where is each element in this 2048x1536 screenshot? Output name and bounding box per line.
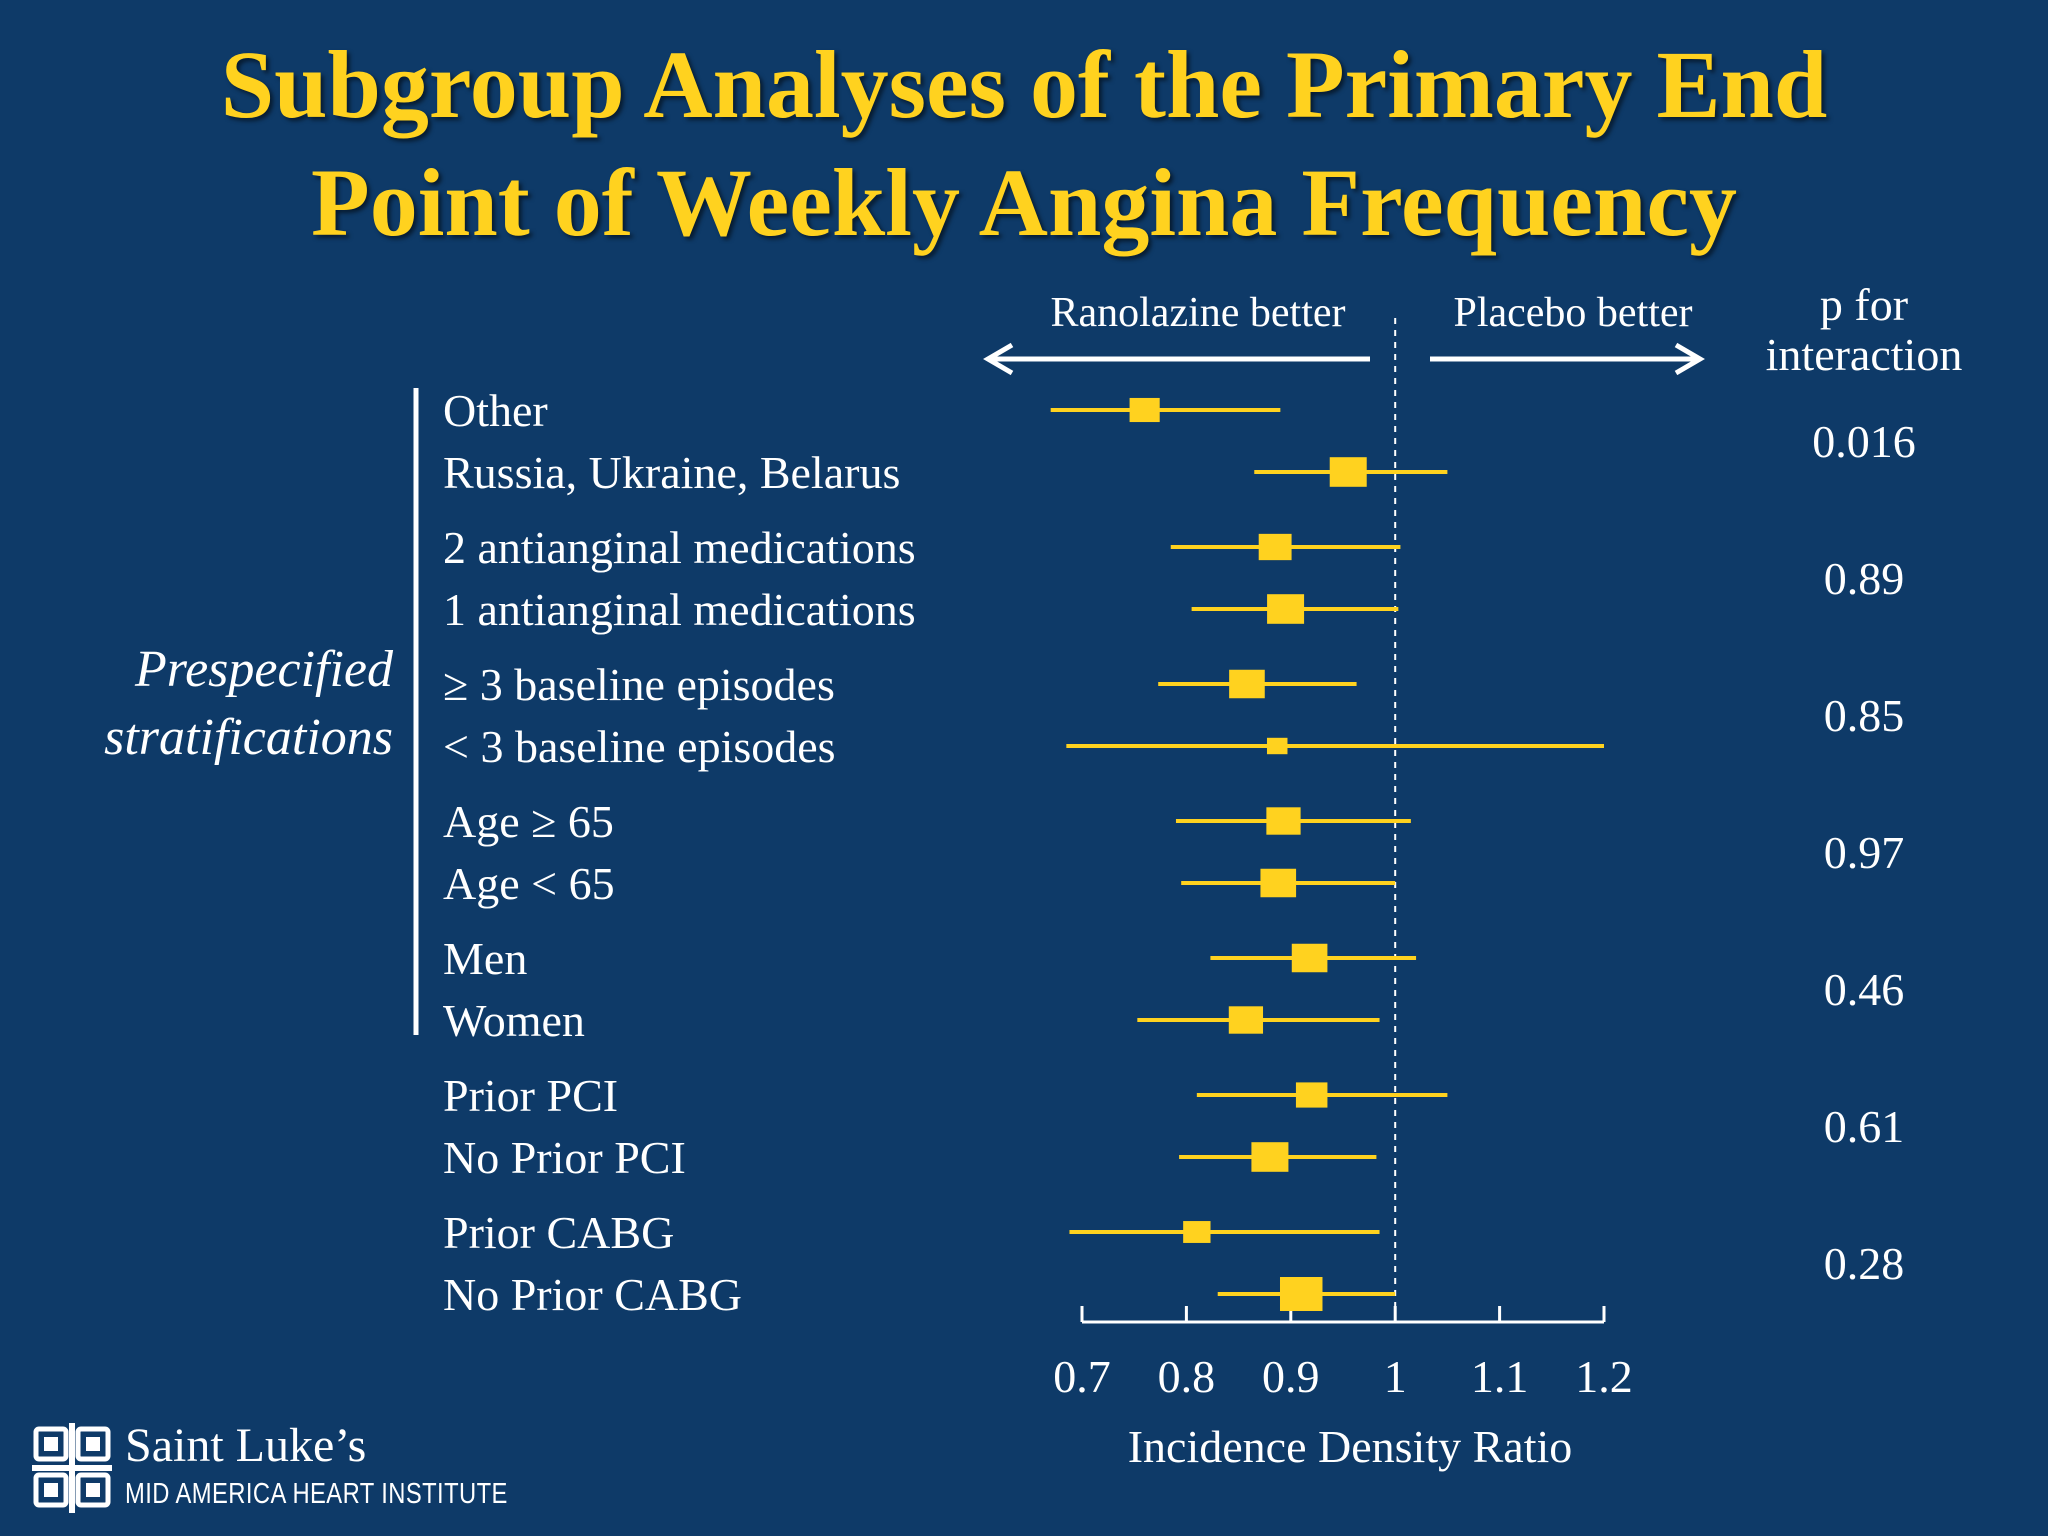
row-label: < 3 baseline episodes — [443, 721, 836, 772]
p-interaction-value: 0.28 — [1824, 1238, 1905, 1289]
logo-name: Saint Luke’s — [125, 1419, 367, 1472]
point-estimate — [1266, 737, 1288, 755]
p-interaction-value: 0.016 — [1812, 416, 1916, 467]
row-label: 2 antianginal medications — [443, 522, 916, 573]
x-tick-label: 0.9 — [1262, 1351, 1320, 1402]
point-estimate — [1251, 1142, 1289, 1172]
row-label: Age < 65 — [443, 858, 615, 909]
row-label: 1 antianginal medications — [443, 584, 916, 635]
point-estimate — [1260, 868, 1297, 898]
point-estimate — [1291, 943, 1328, 973]
x-tick-label: 1.2 — [1575, 1351, 1633, 1402]
point-estimate — [1279, 1277, 1323, 1311]
point-estimate — [1267, 594, 1305, 624]
row-label: Men — [443, 933, 527, 984]
point-estimate — [1183, 1221, 1211, 1243]
x-axis-label: Incidence Density Ratio — [1128, 1421, 1573, 1472]
placebo-better-label: Placebo better — [1453, 290, 1692, 336]
point-estimate — [1266, 807, 1301, 835]
p-header-line-2: interaction — [1766, 329, 1963, 380]
p-header-line-1: p for — [1820, 279, 1908, 330]
p-interaction-value: 0.46 — [1824, 964, 1905, 1015]
point-estimate — [1329, 457, 1367, 487]
point-estimate — [1228, 1006, 1264, 1034]
title-line-1: Subgroup Analyses of the Primary End — [220, 31, 1828, 138]
x-tick-label: 0.8 — [1158, 1351, 1216, 1402]
row-label: Prior CABG — [443, 1207, 674, 1258]
left-arrow-icon — [983, 342, 1370, 376]
row-label: Women — [443, 995, 585, 1046]
x-tick-label: 0.7 — [1053, 1351, 1111, 1402]
group-label-line-2: stratifications — [104, 709, 393, 766]
title-line-2: Point of Weekly Angina Frequency — [311, 149, 1737, 256]
logo-subtitle: MID AMERICA HEART INSTITUTE — [125, 1478, 508, 1510]
right-arrow-icon — [1430, 342, 1705, 376]
saint-lukes-logo-icon — [32, 1423, 112, 1513]
row-label: Russia, Ukraine, Belarus — [443, 447, 900, 498]
x-tick-label: 1.1 — [1471, 1351, 1529, 1402]
row-label: Other — [443, 385, 548, 436]
p-interaction-value: 0.85 — [1824, 690, 1905, 741]
p-interaction-value: 0.97 — [1824, 827, 1905, 878]
row-label: No Prior CABG — [443, 1269, 742, 1320]
point-estimate — [1258, 533, 1292, 561]
row-label: Age ≥ 65 — [443, 796, 614, 847]
ranolazine-better-label: Ranolazine better — [1050, 290, 1345, 336]
row-label: ≥ 3 baseline episodes — [443, 659, 835, 710]
point-estimate — [1129, 397, 1160, 423]
x-tick-label: 1 — [1384, 1351, 1407, 1402]
point-estimate — [1229, 669, 1265, 699]
point-estimate — [1295, 1082, 1328, 1108]
group-label-line-1: Prespecified — [134, 641, 394, 698]
row-label: No Prior PCI — [443, 1132, 686, 1183]
p-interaction-value: 0.61 — [1824, 1101, 1905, 1152]
row-label: Prior PCI — [443, 1070, 618, 1121]
p-interaction-value: 0.89 — [1824, 553, 1905, 604]
